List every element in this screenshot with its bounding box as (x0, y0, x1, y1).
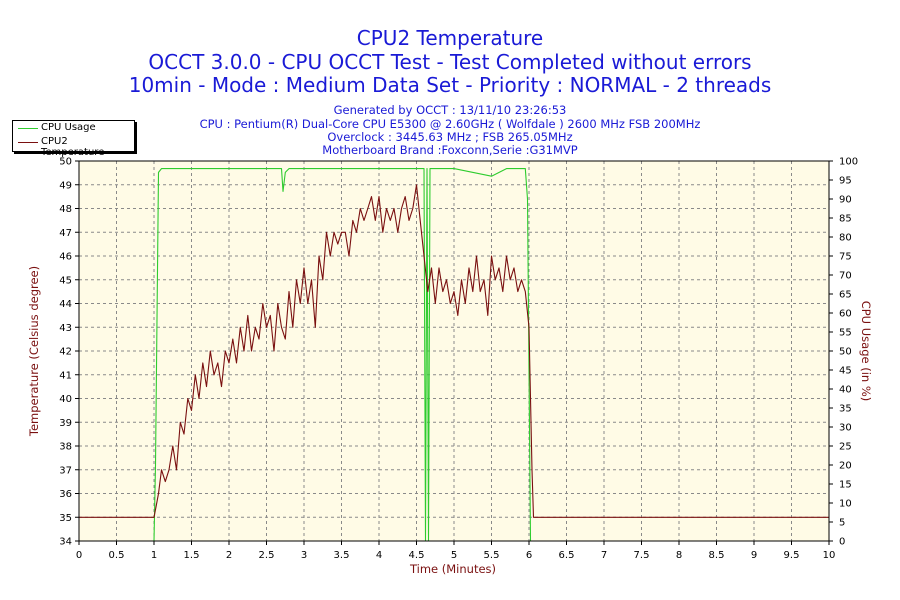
y-left-tick-label: 46 (59, 252, 72, 263)
y-axis-right-label: CPU Usage (in %) (859, 301, 873, 402)
x-tick-label: 8.5 (709, 550, 725, 561)
y-right-tick-label: 45 (839, 366, 852, 377)
y-right-tick-label: 0 (839, 537, 845, 548)
y-right-tick-label: 70 (839, 271, 852, 282)
y-left-tick-label: 47 (59, 228, 72, 239)
legend-swatch (18, 142, 38, 143)
y-left-tick-label: 38 (59, 442, 72, 453)
y-right-tick-label: 65 (839, 290, 852, 301)
y-right-tick-label: 100 (839, 157, 858, 168)
x-tick-label: 4 (376, 550, 382, 561)
y-right-tick-label: 40 (839, 385, 852, 396)
chart-title: CPU2 Temperature (356, 26, 544, 50)
y-axis-right-ticks: 0 5 10 15 20 25 30 35 40 45 50 55 60 65 70 75 80 85 90 95 10… (829, 157, 858, 548)
generated-info: Generated by OCCT : 13/11/10 23:26:53 (333, 103, 567, 117)
cpu-usage-line (79, 168, 829, 542)
y-right-tick-label: 5 (839, 518, 845, 529)
x-tick-label: 0 (76, 550, 82, 561)
legend-label: CPU Usage (41, 122, 96, 133)
y-right-tick-label: 15 (839, 480, 852, 491)
x-axis-label: Time (Minutes) (409, 562, 496, 576)
y-right-tick-label: 75 (839, 252, 852, 263)
x-tick-label: 3 (301, 550, 307, 561)
y-right-tick-label: 80 (839, 233, 852, 244)
y-axis-left-label: Temperature (Celsius degree) (27, 266, 41, 437)
y-left-tick-label: 34 (59, 537, 72, 548)
y-right-tick-label: 95 (839, 176, 852, 187)
x-tick-label: 10 (823, 550, 836, 561)
y-left-tick-label: 48 (59, 204, 72, 215)
y-axis-left-ticks: 34 35 36 37 38 39 40 41 42 43 44 45 46 47 48 49 50 (59, 157, 79, 548)
x-tick-label: 6.5 (559, 550, 575, 561)
y-left-tick-label: 35 (59, 513, 72, 524)
x-tick-label: 7.5 (634, 550, 650, 561)
y-right-tick-label: 50 (839, 347, 852, 358)
x-tick-label: 9 (751, 550, 757, 561)
y-right-tick-label: 55 (839, 328, 852, 339)
x-tick-label: 5 (451, 550, 457, 561)
legend-item-cpu2-temperature: CPU2 Temperature (13, 135, 134, 158)
x-tick-label: 1.5 (184, 550, 200, 561)
y-right-tick-label: 30 (839, 423, 852, 434)
overclock-info: Overclock : 3445.63 MHz ; FSB 265.05MHz (327, 130, 573, 144)
y-right-tick-label: 10 (839, 499, 852, 510)
x-tick-label: 6 (526, 550, 532, 561)
x-tick-label: 7 (601, 550, 607, 561)
x-tick-label: 2.5 (259, 550, 275, 561)
y-left-tick-label: 45 (59, 275, 72, 286)
y-right-tick-label: 60 (839, 309, 852, 320)
x-tick-label: 8 (676, 550, 682, 561)
y-right-tick-label: 25 (839, 442, 852, 453)
legend-swatch (18, 128, 38, 129)
y-left-tick-label: 39 (59, 418, 72, 429)
cpu2-temperature-line (79, 184, 829, 518)
legend-label: CPU2 Temperature (41, 136, 105, 158)
y-left-tick-label: 50 (59, 157, 72, 168)
legend: CPU Usage CPU2 Temperature (12, 120, 135, 158)
x-tick-label: 9.5 (784, 550, 800, 561)
y-left-tick-label: 44 (59, 299, 72, 310)
series-layer (79, 168, 829, 542)
y-left-tick-label: 40 (59, 394, 72, 405)
y-left-tick-label: 41 (59, 370, 72, 381)
motherboard-info: Motherboard Brand :Foxconn,Serie :G31MVP (322, 143, 578, 157)
y-right-tick-label: 85 (839, 214, 852, 225)
y-left-tick-label: 37 (59, 465, 72, 476)
y-left-tick-label: 43 (59, 323, 72, 334)
x-tick-label: 2 (226, 550, 232, 561)
legend-item-cpu-usage: CPU Usage (13, 121, 134, 135)
y-left-tick-label: 49 (59, 180, 72, 191)
x-axis-ticks: 0 0.5 1 1.5 2 2.5 3 3.5 4 4.5 5 5.5 6 6.5 7 7.5 8 8.5 9 9.5… (76, 541, 836, 561)
x-tick-label: 5.5 (484, 550, 500, 561)
y-left-tick-label: 42 (59, 347, 72, 358)
x-tick-label: 3.5 (334, 550, 350, 561)
y-right-tick-label: 20 (839, 461, 852, 472)
y-left-tick-label: 36 (59, 489, 72, 500)
chart-subtitle: OCCT 3.0.0 - CPU OCCT Test - Test Comple… (148, 50, 752, 74)
y-right-tick-label: 90 (839, 195, 852, 206)
cpu-info: CPU : Pentium(R) Dual-Core CPU E5300 @ 2… (199, 117, 701, 131)
y-right-tick-label: 35 (839, 404, 852, 415)
chart-mode-line: 10min - Mode : Medium Data Set - Priorit… (128, 73, 772, 97)
x-tick-label: 0.5 (109, 550, 125, 561)
x-tick-label: 4.5 (409, 550, 425, 561)
x-tick-label: 1 (151, 550, 157, 561)
